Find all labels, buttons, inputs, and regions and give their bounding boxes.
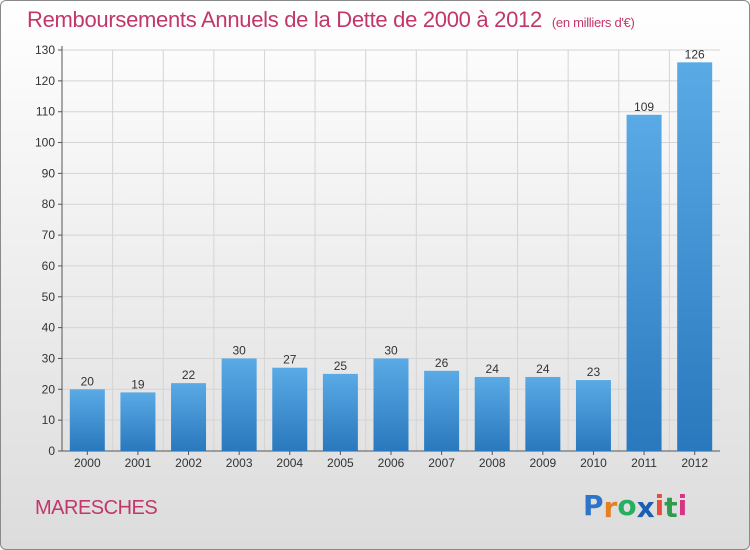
- y-tick-label: 120: [35, 74, 55, 88]
- bar-2010: [575, 380, 611, 451]
- bars: [69, 62, 713, 452]
- data-label-2011: 109: [634, 100, 654, 114]
- x-tick-label-2003: 2003: [226, 456, 253, 470]
- y-tick-label: 30: [42, 351, 56, 365]
- y-tick-label: 20: [42, 382, 56, 396]
- data-label-2008: 24: [486, 362, 500, 376]
- y-tick-label: 40: [42, 321, 56, 335]
- y-tick-label: 70: [42, 228, 56, 242]
- data-label-2005: 25: [334, 359, 348, 373]
- bar-2003: [221, 358, 257, 451]
- logo-letter: i: [677, 489, 688, 522]
- city-name: MARESCHES: [35, 497, 158, 519]
- logo-letter: t: [664, 491, 678, 524]
- bar-2000: [69, 389, 105, 451]
- bar-2006: [373, 358, 409, 451]
- logo-letter: x: [636, 491, 655, 524]
- bar-2005: [322, 373, 358, 451]
- x-tick-label-2004: 2004: [276, 456, 303, 470]
- logo-letter: P: [583, 489, 604, 522]
- data-label-2006: 30: [384, 343, 398, 357]
- data-label-2001: 19: [131, 377, 145, 391]
- bar-2012: [677, 62, 713, 451]
- chart-unit-label: (en milliers d'€): [551, 15, 635, 30]
- data-label-2009: 24: [536, 362, 550, 376]
- y-tick-label: 50: [42, 290, 56, 304]
- x-tick-label-2001: 2001: [125, 456, 152, 470]
- y-tick-label: 100: [35, 136, 55, 150]
- x-tick-label-2005: 2005: [327, 456, 354, 470]
- x-tick-label-2008: 2008: [479, 456, 506, 470]
- x-tick-label-2006: 2006: [378, 456, 405, 470]
- x-tick-label-2002: 2002: [175, 456, 202, 470]
- y-tick-label: 110: [36, 105, 55, 119]
- bar-2001: [120, 392, 156, 451]
- data-label-2007: 26: [435, 356, 449, 370]
- bar-2011: [626, 114, 662, 452]
- labels: 0 10 20 30 40 50 60 70 80 90 100 110 120 130 20 2000 19 2…: [35, 43, 708, 470]
- x-tick-label-2011: 2011: [631, 456, 657, 470]
- x-tick-label-2009: 2009: [529, 456, 556, 470]
- y-tick-label: 130: [35, 43, 55, 57]
- proxiti-logo: Proxiti: [583, 489, 688, 524]
- y-tick-label: 10: [42, 413, 56, 427]
- y-tick-label: 80: [42, 197, 56, 211]
- x-tick-label-2010: 2010: [580, 456, 607, 470]
- data-label-2000: 20: [81, 374, 95, 388]
- bar-2008: [474, 376, 510, 451]
- bar-2007: [424, 370, 460, 451]
- y-tick-label: 90: [42, 166, 56, 180]
- x-tick-label-2012: 2012: [681, 456, 708, 470]
- y-tick-label: 60: [42, 259, 56, 273]
- data-label-2012: 126: [685, 47, 705, 61]
- data-label-2010: 23: [587, 365, 601, 379]
- data-label-2003: 30: [232, 343, 246, 357]
- logo-letter: r: [603, 491, 618, 524]
- logo-letter: o: [617, 489, 637, 522]
- x-tick-label-2000: 2000: [74, 456, 101, 470]
- data-label-2004: 27: [283, 353, 297, 367]
- bar-2002: [171, 383, 207, 451]
- y-tick-label: 0: [48, 444, 55, 458]
- x-tick-label-2007: 2007: [428, 456, 455, 470]
- chart-title: Remboursements Annuels de la Dette de 20…: [27, 7, 635, 33]
- data-label-2002: 22: [182, 368, 196, 382]
- bar-2004: [272, 367, 308, 451]
- bar-2009: [525, 376, 561, 451]
- logo-letter: i: [654, 489, 665, 522]
- chart-title-text: Remboursements Annuels de la Dette de 20…: [27, 7, 542, 32]
